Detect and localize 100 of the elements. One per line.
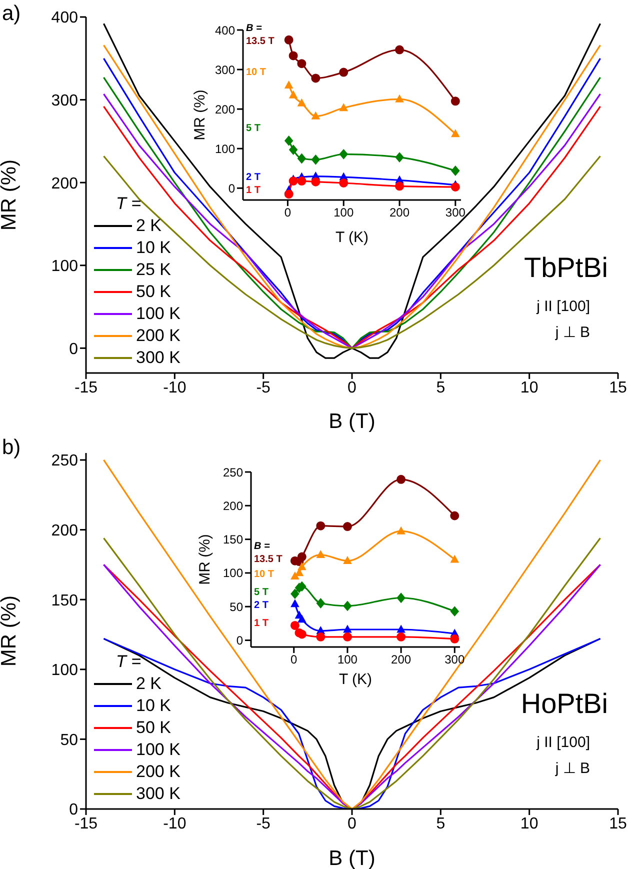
legend-title: B = <box>246 22 262 34</box>
y-tick-label: 0 <box>228 181 236 196</box>
point <box>298 562 306 570</box>
point <box>396 632 406 642</box>
legend-label: 2 K <box>136 215 162 237</box>
x-axis-title: T (K) <box>335 229 369 246</box>
point <box>316 598 326 608</box>
point <box>290 620 300 630</box>
legend-label: 300 K <box>136 347 180 369</box>
x-tick-label: 100 <box>337 652 358 667</box>
text: a) <box>2 2 21 26</box>
point <box>339 148 348 160</box>
legend-label: 10 K <box>136 237 171 259</box>
point <box>288 144 298 155</box>
y-tick-label: 0 <box>69 340 78 358</box>
x-tick-label: -10 <box>163 815 186 832</box>
text: 10 T <box>246 67 266 78</box>
point <box>396 526 406 534</box>
point <box>290 588 300 600</box>
point <box>339 178 348 188</box>
y-tick-label: 200 <box>51 522 78 540</box>
point <box>311 111 320 120</box>
y-tick-label: 0 <box>236 634 244 648</box>
point <box>396 624 406 633</box>
legend-label: 200 K <box>136 761 180 783</box>
y-tick-label: 50 <box>230 600 244 614</box>
legend-title: T = <box>116 651 142 673</box>
point <box>284 80 294 89</box>
x-tick-label: 0 <box>290 652 298 667</box>
point <box>316 632 326 642</box>
legend-label: 25 K <box>136 259 171 281</box>
text: 1 T <box>254 618 268 630</box>
legend-label: 300 K <box>136 783 180 805</box>
point <box>288 51 298 60</box>
y-tick-label: 300 <box>51 92 78 110</box>
point <box>290 599 300 608</box>
text: 5 T <box>246 122 260 134</box>
point <box>297 552 306 562</box>
text: 2 T <box>246 172 260 183</box>
point <box>451 129 460 138</box>
x-tick-label: 15 <box>609 815 627 832</box>
y-tick-label: 50 <box>60 732 78 749</box>
series-label: 13.5 T <box>254 554 282 565</box>
y-tick-label: 100 <box>51 258 78 276</box>
point <box>284 35 294 44</box>
x-tick-label: 200 <box>391 652 412 667</box>
point <box>451 166 460 176</box>
point <box>288 90 298 98</box>
x-tick-label: 300 <box>445 206 466 220</box>
y-tick-label: 300 <box>214 62 236 77</box>
legend-label: 200 K <box>136 325 180 347</box>
text: b) <box>2 436 21 460</box>
point <box>288 176 298 186</box>
y-tick-label: 400 <box>214 23 236 38</box>
point <box>396 474 406 484</box>
point <box>311 74 320 83</box>
point <box>339 103 348 112</box>
x-tick-label: -10 <box>163 379 186 396</box>
point <box>343 556 352 564</box>
point <box>316 521 326 530</box>
series-label: 13.5 T <box>246 36 274 47</box>
annotation: TbPtBi <box>524 252 608 284</box>
point <box>450 606 460 617</box>
legend-label: 2 K <box>136 673 162 695</box>
y-tick-label: 250 <box>222 465 244 480</box>
annotation: j II [100] <box>536 734 590 752</box>
point <box>396 592 406 604</box>
annotation: j II [100] <box>536 298 590 316</box>
point <box>450 96 460 106</box>
x-tick-label: 0 <box>348 815 357 832</box>
legend-label: 100 K <box>136 303 180 325</box>
point <box>339 68 348 77</box>
legend-label: 100 K <box>136 739 180 761</box>
point <box>297 176 306 186</box>
point <box>395 152 404 162</box>
x-tick-label: -5 <box>256 379 271 396</box>
x-tick-label: 10 <box>520 379 538 396</box>
y-tick-label: 100 <box>214 142 236 156</box>
point <box>450 554 460 563</box>
x-tick-label: -5 <box>256 815 271 832</box>
annotation: j ⊥ B <box>555 323 590 342</box>
x-axis-title: B (T) <box>328 410 376 433</box>
x-tick-label: 0 <box>348 379 357 396</box>
point <box>284 190 294 199</box>
legend-label: 10 K <box>136 695 171 717</box>
x-tick-label: 5 <box>436 815 446 832</box>
x-tick-label: 0 <box>284 206 292 220</box>
y-tick-label: 400 <box>51 10 78 27</box>
y-axis-title: MR (%) <box>0 159 20 231</box>
point <box>343 624 352 633</box>
annotation: HoPtBi <box>520 688 608 720</box>
text: 2 T <box>254 600 268 611</box>
y-tick-label: 200 <box>51 175 78 192</box>
legend-label: 50 K <box>136 281 171 303</box>
point <box>316 550 326 558</box>
point <box>290 572 300 580</box>
point <box>395 94 404 102</box>
point <box>311 177 320 186</box>
text: 5 T <box>254 586 268 598</box>
x-tick-label: 10 <box>520 815 538 832</box>
